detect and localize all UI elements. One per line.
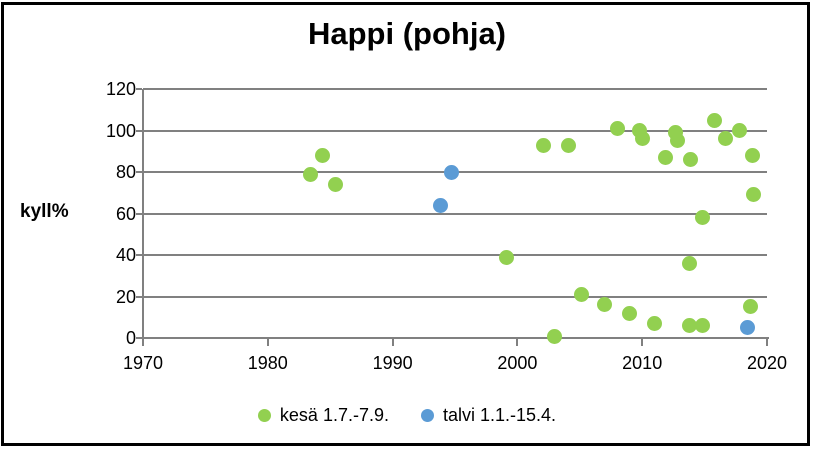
data-point-winter [432,197,448,213]
data-point-summer [547,329,563,345]
legend-label-summer: kesä 1.7.-7.9. [279,405,389,425]
gridline-y-40 [143,254,767,256]
y-tick-label-20: 20 [115,286,136,307]
legend-label-winter: talvi 1.1.-15.4. [443,405,557,425]
data-point-summer [682,255,698,271]
x-tick-1980 [266,339,269,346]
data-point-summer [658,149,674,165]
y-tick-120 [136,88,142,90]
y-tick-60 [136,212,142,215]
data-point-summer [682,318,698,334]
x-axis-line [139,337,769,339]
y-tick-100 [136,129,142,132]
data-point-summer [683,152,699,168]
data-point-summer [536,137,552,153]
y-tick-label-60: 60 [115,203,136,224]
gridline-y-120 [143,88,767,90]
data-point-summer [694,210,710,226]
y-tick-label-0: 0 [125,328,136,348]
x-tick-2020 [766,339,768,346]
data-point-summer [707,112,723,128]
x-tick-2010 [641,339,644,346]
x-tick-label-2020: 2020 [746,353,788,373]
data-point-summer [573,286,589,302]
data-point-summer [744,147,760,163]
data-point-summer [498,249,514,265]
y-tick-label-120: 120 [105,79,136,99]
x-tick-label-1990: 1990 [372,353,413,373]
gridline-y-60 [143,212,767,215]
x-tick-2000 [516,339,519,346]
data-point-summer [718,131,734,147]
x-tick-label-1980: 1980 [247,353,288,373]
data-point-summer [609,120,625,136]
chart-title: Happi (pohja) [307,16,507,51]
data-point-summer [622,305,638,321]
y-tick-20 [136,295,142,298]
y-axis-line [142,89,144,340]
y-tick-label-40: 40 [115,245,136,265]
x-tick-1990 [391,339,394,346]
plot-area [136,88,767,345]
data-point-summer [694,318,710,334]
x-tick-label-1970: 1970 [122,353,164,373]
y-tick-40 [136,254,142,256]
y-tick-80 [136,171,142,173]
y-tick-label-80: 80 [115,162,136,182]
data-point-summer [597,297,613,313]
data-point-summer [634,131,650,147]
gridline-y-20 [143,295,767,298]
x-tick-label-2010: 2010 [622,353,663,373]
summer-series-marker-icon [257,409,271,422]
data-point-winter [443,164,459,180]
data-point-summer [647,315,663,331]
y-tick-0 [136,337,142,339]
data-point-summer [327,176,343,192]
y-axis-title: kyll% [20,201,69,222]
data-point-winter [739,320,755,336]
data-point-summer [315,147,331,163]
winter-series-marker-icon [421,409,434,422]
data-point-summer [302,166,318,182]
legend: kesä 1.7.-7.9. talvi 1.1.-15.4. [0,405,814,426]
x-tick-label-2000: 2000 [497,353,538,373]
data-point-summer [745,187,761,203]
data-point-summer [561,137,577,153]
legend-item-summer: kesä 1.7.-7.9. [257,405,389,426]
gridline-y-100 [143,129,767,132]
legend-item-winter: talvi 1.1.-15.4. [421,405,556,426]
x-tick-1970 [142,339,144,346]
data-point-summer [669,133,685,149]
y-tick-label-100: 100 [105,120,136,141]
data-point-summer [732,123,748,138]
data-point-summer [743,299,759,315]
